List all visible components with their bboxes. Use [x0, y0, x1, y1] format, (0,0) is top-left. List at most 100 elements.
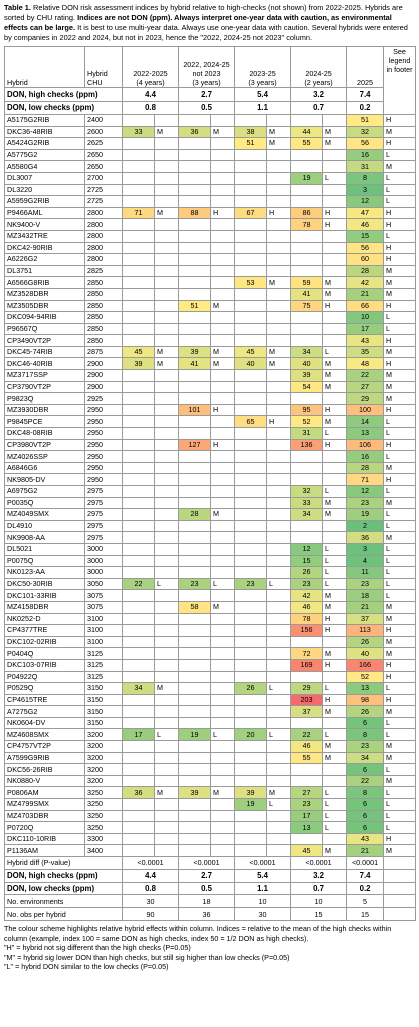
empty-cell	[234, 809, 267, 823]
summary-value: <0.0001	[122, 856, 179, 870]
hybrid-chu: 3150	[84, 682, 123, 695]
empty-cell	[265, 114, 292, 127]
summary-row: No. environments 30 18 10 10 5	[4, 894, 417, 909]
legend-header: See legend in footer	[383, 46, 417, 115]
empty-cell	[290, 322, 324, 336]
index-value: 2	[346, 519, 385, 533]
hybrid-name: NK0252-D	[4, 612, 85, 626]
empty-cell	[234, 183, 267, 197]
hybrid-name: CP3490VT2P	[4, 334, 85, 347]
page: Table 1. Relative DON risk assessment in…	[0, 3, 419, 1027]
hybrid-name: DL3220	[4, 183, 85, 197]
hybrid-row: MZ3505DBR 2850 51 M 75 H 66 H	[4, 299, 417, 313]
sig-letter: L	[383, 508, 417, 521]
sig-letter: L	[383, 171, 417, 185]
hybrid-chu: 2950	[84, 461, 123, 475]
sig-letter: M	[383, 612, 417, 626]
empty-cell	[154, 276, 179, 289]
empty-cell	[265, 647, 292, 660]
hybrid-row: NK9805-DV 2950 71 H	[4, 473, 417, 486]
index-value: 34	[346, 751, 385, 765]
empty-cell	[265, 485, 292, 498]
empty-cell	[322, 461, 348, 475]
summary-value: <0.0001	[290, 856, 348, 870]
caption-text: Relative DON risk assessment indices by …	[4, 3, 403, 22]
sig-letter: H	[383, 624, 417, 637]
empty-cell	[210, 612, 235, 626]
empty-cell	[122, 566, 155, 579]
hybrid-chu: 3200	[84, 774, 123, 788]
empty-cell	[154, 519, 179, 533]
empty-cell	[265, 705, 292, 718]
hybrid-name: P96567Q	[4, 322, 85, 336]
summary-row: DON, high checks (ppm) 4.4 2.7 5.4 3.2 7.4	[4, 868, 417, 883]
empty-cell	[178, 844, 211, 857]
empty-cell	[265, 531, 292, 544]
sig-letter: L	[383, 519, 417, 533]
sig-letter: M	[322, 287, 348, 301]
index-value: 14	[346, 415, 385, 429]
index-value: 11	[346, 566, 385, 579]
hybrid-chu: 2950	[84, 403, 123, 417]
index-value: 53	[234, 276, 267, 289]
sig-letter: M	[383, 380, 417, 394]
sig-letter: M	[154, 682, 179, 695]
table: Hybrid Hybrid CHU 2022-2025 (4 years) 2022, …	[4, 46, 417, 921]
column-title: 2023-25	[249, 69, 276, 78]
hybrid-name: MZ3432TRE	[4, 229, 85, 243]
hybrid-chu: 2950	[84, 473, 123, 486]
empty-cell	[322, 392, 348, 405]
empty-cell	[210, 276, 235, 289]
empty-cell	[322, 183, 348, 197]
empty-cell	[122, 809, 155, 823]
empty-cell	[178, 705, 211, 718]
index-value: 21	[346, 287, 385, 301]
summary-value: 90	[122, 907, 179, 921]
sig-letter: H	[383, 670, 417, 684]
hybrid-row: A6846G6 2950 28 M	[4, 461, 417, 475]
hybrid-row: DKC48-08RIB 2950 31 L 13 L	[4, 427, 417, 440]
empty-cell	[210, 554, 235, 568]
sig-letter: M	[383, 647, 417, 660]
empty-cell	[383, 881, 417, 896]
sig-letter: M	[322, 357, 348, 371]
empty-cell	[178, 276, 211, 289]
empty-cell	[265, 566, 292, 579]
hybrid-chu: 3150	[84, 693, 123, 707]
hybrid-row: DL3007 2700 19 L 8 L	[4, 171, 417, 185]
sig-letter: H	[383, 658, 417, 672]
sig-letter: L	[265, 798, 292, 811]
empty-cell	[178, 264, 211, 278]
hybrid-row: DKC50-30RIB 3050 22 L 23 L 23 L 23 L 23 L	[4, 577, 417, 591]
sig-letter: M	[265, 137, 292, 150]
index-value: 27	[290, 786, 324, 800]
empty-cell	[265, 229, 292, 243]
empty-cell	[210, 427, 235, 440]
empty-cell	[265, 183, 292, 197]
empty-cell	[154, 403, 179, 417]
summary-row: Hybrid diff (P-value) <0.0001 <0.0001 <0.00…	[4, 856, 417, 870]
empty-cell	[290, 461, 324, 475]
index-value: 65	[234, 415, 267, 429]
sig-letter: M	[383, 276, 417, 289]
index-value: 98	[346, 693, 385, 707]
index-value: 19	[346, 508, 385, 521]
summary-value: 0.7	[290, 881, 348, 896]
empty-cell	[178, 589, 211, 602]
hybrid-chu: 3075	[84, 600, 123, 614]
hybrid-row: NK9908-AA 2975 36 M	[4, 531, 417, 544]
index-value: 18	[346, 589, 385, 602]
hybrid-chu: 2850	[84, 311, 123, 324]
empty-cell	[154, 438, 179, 452]
empty-cell	[122, 334, 155, 347]
hybrid-row: P9466AML 2800 71 M 88 H 67 H 86 H 47 H	[4, 206, 417, 220]
empty-cell	[122, 542, 155, 556]
empty-cell	[234, 624, 267, 637]
hybrid-chu: 2800	[84, 206, 123, 220]
sig-letter: M	[383, 740, 417, 753]
summary-value: 5.4	[233, 87, 292, 102]
footnote: "L" = hybrid DON similar to the low chec…	[4, 962, 169, 972]
hybrid-row: CP4377TRE 3100 156 H 113 H	[4, 624, 417, 637]
empty-cell	[234, 380, 267, 394]
empty-cell	[265, 751, 292, 765]
